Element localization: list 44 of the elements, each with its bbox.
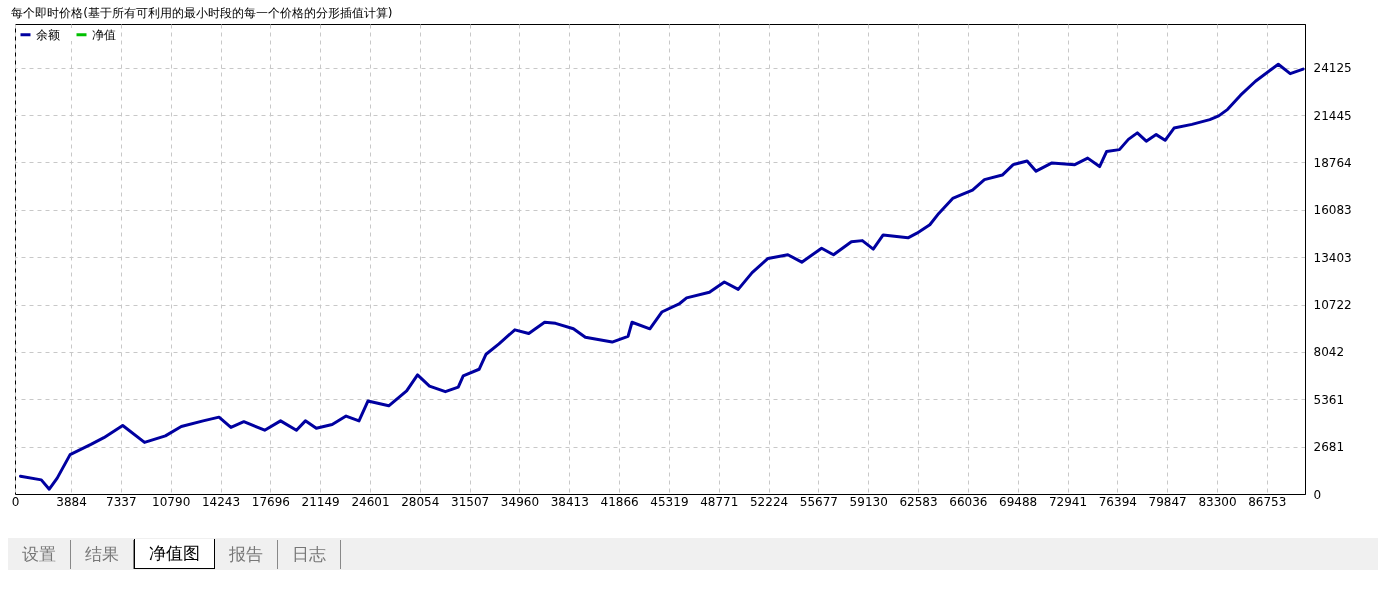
legend-label: 净值 xyxy=(92,27,116,42)
x-tick-label: 69488 xyxy=(999,494,1038,509)
text: 设置 xyxy=(8,539,71,569)
x-tick-label: 31507 xyxy=(451,494,490,509)
x-tick-label: 45319 xyxy=(650,494,689,509)
x-tick-label: 24601 xyxy=(351,494,390,509)
x-tick-label: 21149 xyxy=(301,494,340,509)
x-tick-label: 7337 xyxy=(106,494,137,509)
x-tick-label: 59130 xyxy=(849,494,888,509)
x-tick-label: 66036 xyxy=(949,494,988,509)
x-tick-label: 10790 xyxy=(152,494,191,509)
x-tick-label: 86753 xyxy=(1248,494,1287,509)
text: 日志 xyxy=(278,539,341,569)
y-tick-label: 21445 xyxy=(1313,108,1352,123)
x-tick-label: 38413 xyxy=(550,494,589,509)
x-tick-label: 28054 xyxy=(401,494,440,509)
y-tick-label: 18764 xyxy=(1313,155,1352,170)
x-tick-label: 14243 xyxy=(201,494,241,509)
x-tick-label: 79847 xyxy=(1148,494,1187,509)
chart-title: 每个即时价格(基于所有可利用的最小时段的每一个价格的分形插值计算) xyxy=(11,6,393,20)
y-tick-label: 13403 xyxy=(1313,250,1352,265)
legend-label: 余额 xyxy=(36,27,60,42)
y-tick-label: 16083 xyxy=(1313,203,1352,218)
line-series xyxy=(18,62,1305,491)
x-tick-label: 34960 xyxy=(500,494,540,509)
x-tick-label: 41866 xyxy=(600,494,639,509)
y-tick-label: 10722 xyxy=(1313,298,1352,313)
x-tick-label: 83300 xyxy=(1198,494,1237,509)
y-tick-label: 5361 xyxy=(1313,392,1345,407)
x-tick-label: 72941 xyxy=(1048,494,1088,509)
text: 报告 xyxy=(215,539,278,569)
y-tick-label: 8042 xyxy=(1313,345,1345,360)
x-tick-label: 62583 xyxy=(899,494,938,509)
x-tick-label: 52224 xyxy=(749,494,789,509)
x-tick-label: 3884 xyxy=(56,494,87,509)
text: 结果 xyxy=(71,539,134,569)
x-tick-label: 76394 xyxy=(1098,494,1137,509)
x-tick-label: 48771 xyxy=(700,494,739,509)
y-tick-label: 24125 xyxy=(1313,61,1352,76)
text: 净值图 xyxy=(134,539,215,569)
x-tick-label: 0 xyxy=(11,494,20,509)
x-tick-label: 55677 xyxy=(799,494,838,509)
y-tick-label: 2681 xyxy=(1313,440,1345,455)
x-tick-label: 17696 xyxy=(251,494,290,509)
